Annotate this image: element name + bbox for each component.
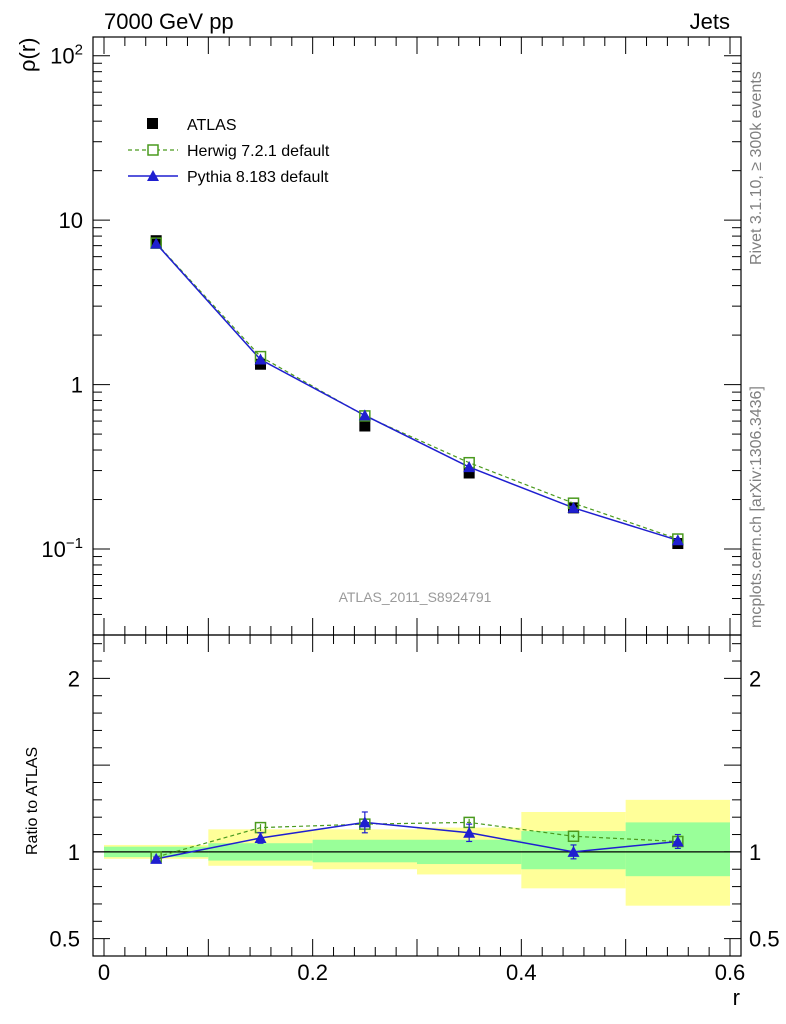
pythia-point bbox=[671, 534, 684, 546]
header-left: 7000 GeV pp bbox=[104, 9, 234, 34]
ratio-y-tick-label-left: 2 bbox=[68, 666, 80, 691]
pythia-point bbox=[150, 237, 163, 249]
pythia-point bbox=[463, 461, 476, 473]
mcplots-label: mcplots.cern.ch [arXiv:1306.3436] bbox=[748, 386, 765, 628]
ratio-ylabel: Ratio to ATLAS bbox=[24, 747, 41, 855]
legend-herwig-label: Herwig 7.2.1 default bbox=[187, 143, 330, 160]
legend-herwig-marker bbox=[147, 144, 159, 156]
atlas-point bbox=[463, 467, 475, 479]
pythia-line bbox=[155, 243, 679, 542]
herwig-ratio-point bbox=[567, 830, 580, 843]
ratio-y-tick-label-left: 1 bbox=[68, 840, 80, 865]
pythia-ratio-point bbox=[567, 845, 580, 857]
ratio-frame bbox=[92, 634, 742, 957]
band-inner-bin bbox=[625, 822, 730, 877]
legend-atlas-marker bbox=[147, 118, 158, 129]
atlas-point bbox=[359, 420, 371, 432]
pythia-ratio-point bbox=[463, 826, 476, 838]
pythia-ratio-point bbox=[150, 852, 163, 864]
x-tick-label: 0.6 bbox=[715, 960, 746, 985]
x-axis-label: r bbox=[733, 985, 740, 1010]
x-tick-label: 0.4 bbox=[506, 960, 537, 985]
legend-pythia-marker bbox=[147, 170, 159, 181]
main-y-tick-label: 10 bbox=[59, 208, 83, 233]
x-tick-label: 0 bbox=[98, 960, 110, 985]
main-y-tick-label: 102 bbox=[50, 42, 83, 69]
main-y-tick-label: 1 bbox=[71, 373, 83, 398]
analysis-label: ATLAS_2011_S8924791 bbox=[339, 589, 492, 605]
ratio-y-tick-label-left: 0.5 bbox=[49, 927, 80, 952]
svg-text:Ratio to ATLAS: Ratio to ATLAS bbox=[24, 747, 41, 855]
header-right: Jets bbox=[690, 9, 730, 34]
pythia-ratio-point bbox=[358, 816, 371, 828]
herwig-line bbox=[155, 242, 679, 540]
svg-text:ρ(r): ρ(r) bbox=[15, 38, 40, 73]
band-inner-bin bbox=[312, 839, 417, 863]
pythia-point bbox=[358, 409, 371, 421]
ratio-y-tick-label-right: 1 bbox=[749, 840, 761, 865]
rivet-label: Rivet 3.1.10, ≥ 300k events bbox=[748, 71, 765, 265]
legend-pythia-label: Pythia 8.183 default bbox=[187, 169, 329, 186]
pythia-ratio-point bbox=[254, 832, 267, 844]
pythia-ratio-point bbox=[671, 835, 684, 847]
pythia-ratio-line bbox=[156, 821, 678, 860]
x-tick-label: 0.2 bbox=[297, 960, 328, 985]
pythia-point bbox=[567, 501, 580, 513]
pythia-point bbox=[254, 353, 267, 365]
legend-atlas-label: ATLAS bbox=[187, 117, 237, 134]
ratio-y-tick-label-right: 0.5 bbox=[749, 927, 780, 952]
legend: ATLAS Herwig 7.2.1 default Pythia 8.183 … bbox=[128, 117, 330, 186]
ratio-y-tick-label-right: 2 bbox=[749, 666, 761, 691]
main-ylabel: ρ(r) bbox=[15, 38, 40, 73]
main-y-tick-label: 10−1 bbox=[41, 535, 83, 562]
